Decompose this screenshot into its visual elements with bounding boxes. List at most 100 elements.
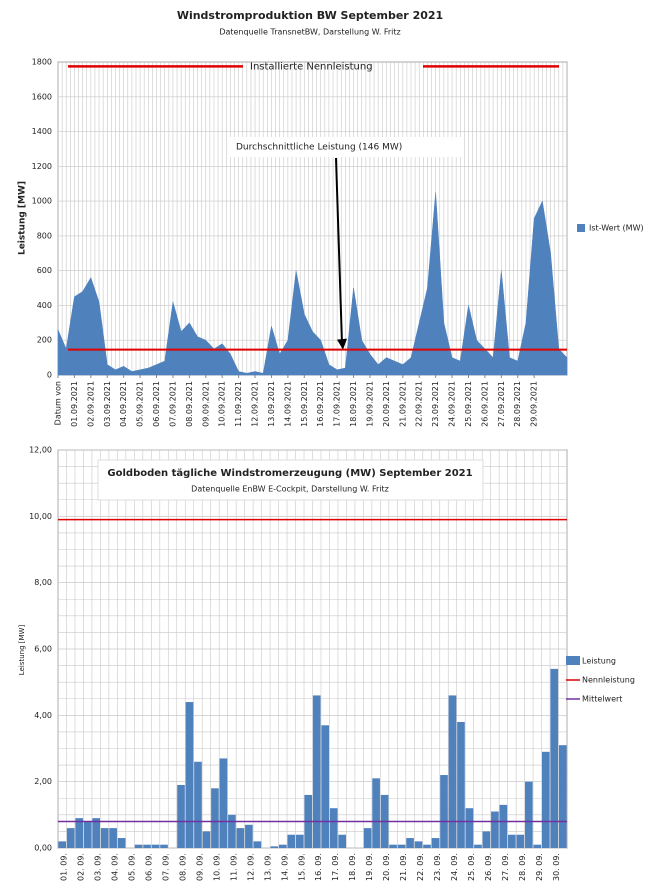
bar xyxy=(516,834,525,848)
bar xyxy=(185,702,194,848)
bar xyxy=(508,834,516,848)
x-tick-label: 06. 09. xyxy=(145,853,154,881)
x-tick-label: 09.09.2021 xyxy=(201,381,210,427)
bar xyxy=(245,824,253,848)
legend-label: Nennleistung xyxy=(582,676,635,685)
y-tick-label: 10,00 xyxy=(29,512,52,521)
x-tick-label: 04. 09. xyxy=(111,853,120,881)
bar xyxy=(228,814,236,848)
y-tick-label: 1600 xyxy=(32,92,52,101)
bar xyxy=(278,844,287,848)
bar xyxy=(58,841,67,848)
x-tick-label: 21. 09. xyxy=(399,853,408,881)
y-tick-label: 1800 xyxy=(32,58,52,67)
y-tick-label: 2,00 xyxy=(34,777,52,786)
arrow-head xyxy=(337,338,347,350)
x-tick-label: 20. 09. xyxy=(382,853,391,881)
x-tick-label: 01. 09. xyxy=(60,853,69,881)
x-tick-label: 16. 09. xyxy=(314,853,323,881)
bar xyxy=(482,831,491,848)
bar xyxy=(389,844,397,848)
bar xyxy=(372,778,380,848)
bar xyxy=(236,828,245,848)
legend-swatch xyxy=(577,224,585,232)
x-tick-label: 01.09.2021 xyxy=(70,381,79,427)
annotation: Durchschnittliche Leistung (146 MW) xyxy=(236,143,402,153)
bar xyxy=(194,761,202,848)
x-tick-label: 18.09.2021 xyxy=(349,381,358,427)
x-tick-label: 11.09.2021 xyxy=(234,381,243,427)
bar xyxy=(312,695,321,848)
x-tick-label: 24.09.2021 xyxy=(448,381,457,427)
bar xyxy=(465,808,474,848)
legend-label: Ist-Wert (MW) xyxy=(589,224,644,233)
x-tick-label: 27. 09. xyxy=(501,853,510,881)
x-tick-label: 04.09.2021 xyxy=(119,381,128,427)
x-tick-label: 28.09.2021 xyxy=(513,381,522,427)
x-tick-label: 11. 09. xyxy=(229,853,238,881)
y-tick-label: 1000 xyxy=(32,197,52,206)
x-tick-label: 23. 09. xyxy=(433,853,442,881)
x-tick-label: 12.09.2021 xyxy=(251,381,260,427)
x-tick-label: 07. 09. xyxy=(162,853,171,881)
bar xyxy=(66,828,75,848)
x-tick-label: 13. 09. xyxy=(263,853,272,881)
y-axis-label: Leistung [MW] xyxy=(18,625,26,676)
x-tick-label: 25.09.2021 xyxy=(464,381,473,427)
y-tick-label: 1200 xyxy=(32,162,52,171)
x-tick-label: 29. 09. xyxy=(535,853,544,881)
x-tick-label: 08.09.2021 xyxy=(185,381,194,427)
bar xyxy=(219,758,228,848)
bar xyxy=(83,821,92,848)
x-tick-label: 22. 09. xyxy=(416,853,425,881)
x-tick-label: 27.09.2021 xyxy=(497,381,506,427)
bar xyxy=(414,841,423,848)
y-axis-label: Leistung [MW] xyxy=(18,181,28,255)
y-tick-label: 8,00 xyxy=(34,578,52,587)
x-tick-label: 24. 09. xyxy=(450,853,459,881)
x-tick-label: 15. 09. xyxy=(297,853,306,881)
bar xyxy=(134,844,143,848)
x-tick-label: 14. 09. xyxy=(280,853,289,881)
x-tick-label: 08. 09. xyxy=(179,853,188,881)
x-tick-label: 10. 09. xyxy=(212,853,221,881)
bar xyxy=(558,745,567,848)
x-tick-label: 09. 09. xyxy=(195,853,204,881)
x-tick-label: 15.09.2021 xyxy=(300,381,309,427)
y-tick-label: 0,00 xyxy=(34,844,52,853)
bar xyxy=(211,788,219,848)
x-tick-label: 23.09.2021 xyxy=(431,381,440,427)
x-tick-label: 25. 09. xyxy=(467,853,476,881)
y-tick-label: 200 xyxy=(37,336,52,345)
bar xyxy=(321,725,330,848)
bar xyxy=(423,844,431,848)
x-tick-label: 02. 09. xyxy=(77,853,86,881)
bar xyxy=(338,834,347,848)
bar xyxy=(177,784,185,848)
bar xyxy=(117,838,126,848)
x-tick-label: 28. 09. xyxy=(518,853,527,881)
legend-swatch xyxy=(566,656,580,665)
x-tick-label: 20.09.2021 xyxy=(382,381,391,427)
chart-title: Windstromproduktion BW September 2021 xyxy=(177,9,443,22)
y-tick-label: 1400 xyxy=(32,127,52,136)
x-tick-label: 13.09.2021 xyxy=(267,381,276,427)
x-tick-label: 05.09.2021 xyxy=(136,381,145,427)
y-tick-label: 12,00 xyxy=(29,446,52,455)
chart-title: Goldboden tägliche Windstromerzeugung (M… xyxy=(107,468,472,479)
bar xyxy=(491,811,499,848)
x-tick-label: 19. 09. xyxy=(365,853,374,881)
y-tick-label: 400 xyxy=(37,301,52,310)
bar xyxy=(397,844,406,848)
annotation-box xyxy=(228,137,464,157)
x-tick-label: 30. 09. xyxy=(552,853,561,881)
bar xyxy=(270,846,279,848)
bar xyxy=(92,818,100,848)
y-tick-label: 6,00 xyxy=(34,645,52,654)
bar xyxy=(143,844,151,848)
bar xyxy=(295,834,304,848)
x-tick-label: 03.09.2021 xyxy=(103,381,112,427)
x-tick-label: 26. 09. xyxy=(484,853,493,881)
bar xyxy=(363,828,372,848)
